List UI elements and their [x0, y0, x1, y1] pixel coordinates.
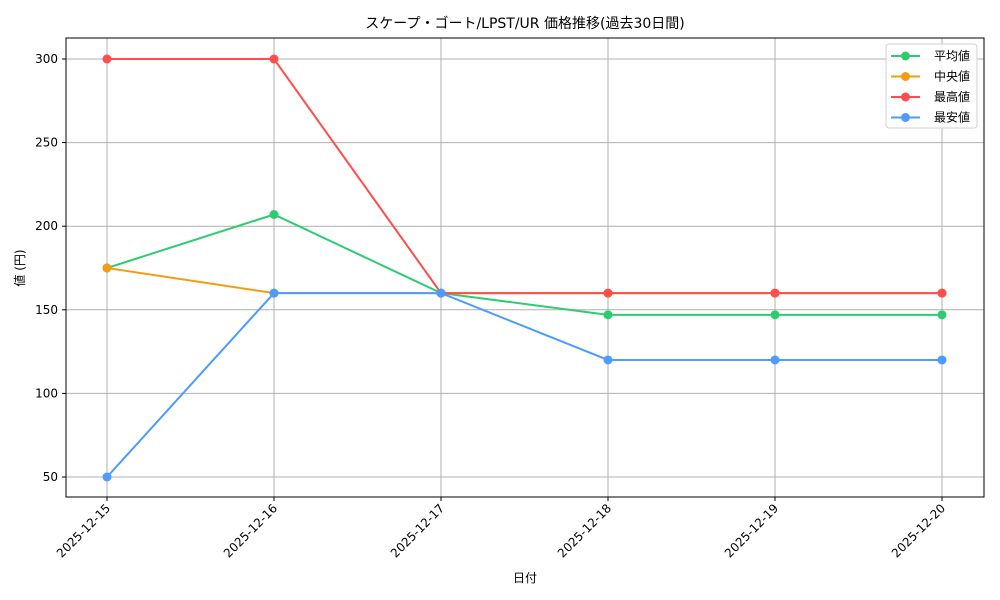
- x-tick-label: 2025-12-18: [555, 501, 614, 560]
- legend-label: 中央値: [934, 69, 970, 84]
- data-point-marker: [770, 310, 780, 320]
- plot-area-frame: [65, 37, 985, 498]
- chart-title: スケープ・ゴート/LPST/UR 価格推移(過去30日間): [365, 15, 684, 32]
- series-3: [102, 288, 947, 482]
- legend-box: [885, 43, 978, 129]
- data-point-marker: [603, 355, 613, 365]
- x-axis-label: 日付: [513, 571, 537, 585]
- y-tick-label: 300: [35, 52, 58, 66]
- data-point-marker: [770, 288, 780, 298]
- series-line: [106, 213, 942, 316]
- legend-marker-icon: [901, 51, 910, 61]
- legend-label: 最安値: [934, 110, 970, 125]
- data-point-marker: [102, 472, 112, 482]
- legend-item: 最高値: [891, 89, 970, 104]
- x-tick-label: 2025-12-16: [221, 501, 280, 560]
- x-tick-label: 2025-12-19: [722, 501, 781, 560]
- y-axis-label: 値 (円): [12, 249, 27, 286]
- y-tick-label: 150: [35, 303, 58, 317]
- data-point-marker: [269, 209, 279, 219]
- data-point-marker: [603, 310, 613, 320]
- legend-marker-icon: [901, 113, 910, 122]
- y-axis: 50 100 150 200 250 300: [35, 52, 66, 484]
- series-line: [106, 292, 942, 478]
- x-tick-label: 2025-12-15: [54, 501, 113, 560]
- x-axis: 2025-12-15 2025-12-16 2025-12-17 2025-12-18…: [54, 497, 948, 560]
- data-point-marker: [102, 263, 112, 273]
- legend-marker-icon: [901, 92, 910, 102]
- grid-lines: [66, 38, 984, 497]
- y-tick-label: 250: [35, 136, 58, 150]
- legend-marker-icon: [901, 72, 910, 81]
- data-point-marker: [937, 288, 947, 298]
- legend-label: 最高値: [934, 89, 970, 104]
- legend-item: 平均値: [891, 48, 970, 63]
- data-point-marker: [102, 54, 112, 64]
- data-point-marker: [436, 288, 446, 298]
- y-tick-label: 100: [35, 386, 58, 400]
- data-point-marker: [269, 54, 279, 64]
- x-tick-label: 2025-12-20: [889, 501, 948, 560]
- series-layer: [102, 54, 947, 482]
- legend-item: 最安値: [891, 110, 970, 125]
- series-line: [107, 58, 942, 295]
- legend-item: 中央値: [891, 69, 970, 84]
- data-point-marker: [269, 288, 279, 298]
- y-tick-label: 50: [43, 470, 58, 484]
- data-point-marker: [770, 355, 780, 365]
- series-line: [106, 267, 942, 295]
- data-point-marker: [937, 355, 947, 365]
- series-2: [102, 54, 947, 298]
- y-tick-label: 200: [35, 219, 58, 233]
- legend-label: 平均値: [934, 48, 970, 63]
- x-tick-label: 2025-12-17: [388, 501, 447, 560]
- data-point-marker: [603, 288, 613, 298]
- data-point-marker: [937, 310, 947, 320]
